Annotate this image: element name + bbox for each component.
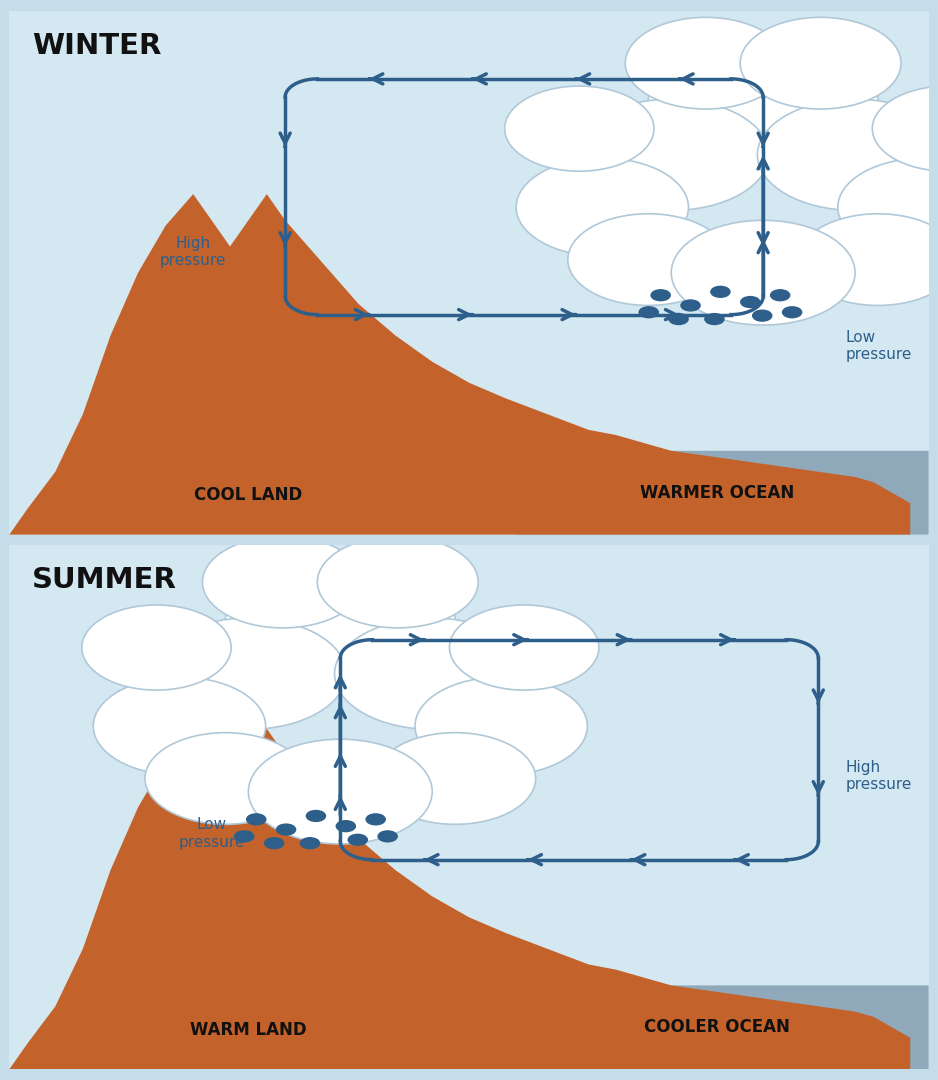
Text: WARM LAND: WARM LAND [190,1021,307,1039]
Circle shape [516,158,688,256]
Text: COOL LAND: COOL LAND [194,486,303,504]
Circle shape [757,99,938,211]
Circle shape [348,835,368,846]
Circle shape [648,37,878,167]
Circle shape [771,289,790,300]
Circle shape [449,605,598,690]
Circle shape [247,814,265,825]
Polygon shape [9,729,910,1069]
Circle shape [336,821,356,832]
Circle shape [335,618,530,729]
Circle shape [505,86,654,172]
Text: WARMER OCEAN: WARMER OCEAN [640,484,794,502]
Circle shape [681,300,700,311]
Circle shape [249,739,432,843]
Circle shape [752,310,772,321]
Text: High
pressure: High pressure [846,759,913,792]
Circle shape [415,677,587,775]
Circle shape [669,313,688,324]
Circle shape [265,838,283,849]
Circle shape [82,605,231,690]
Circle shape [872,86,938,172]
Circle shape [145,732,306,824]
Circle shape [375,732,536,824]
Circle shape [639,307,658,318]
Circle shape [573,99,769,211]
Text: Low
pressure: Low pressure [178,818,245,850]
Circle shape [704,313,724,324]
Circle shape [225,556,455,687]
Circle shape [203,537,363,627]
Circle shape [277,824,295,835]
Text: High
pressure: High pressure [160,235,226,268]
Circle shape [567,214,729,306]
Circle shape [741,297,760,308]
Circle shape [234,831,254,841]
Circle shape [838,158,938,256]
Circle shape [651,289,671,300]
Circle shape [151,618,346,729]
Circle shape [317,537,478,627]
Text: SUMMER: SUMMER [32,566,177,594]
Text: WINTER: WINTER [32,31,161,59]
Polygon shape [515,954,929,1069]
Circle shape [300,838,320,849]
Circle shape [672,220,855,325]
Text: Low
pressure: Low pressure [846,329,913,362]
Text: COOLER OCEAN: COOLER OCEAN [644,1018,790,1037]
Circle shape [307,810,325,822]
Circle shape [711,286,730,297]
Circle shape [797,214,938,306]
Polygon shape [9,194,910,535]
Circle shape [378,831,397,841]
Circle shape [366,814,386,825]
Circle shape [740,17,901,109]
Polygon shape [515,419,929,535]
Circle shape [782,307,802,318]
Circle shape [93,677,265,775]
Circle shape [626,17,786,109]
